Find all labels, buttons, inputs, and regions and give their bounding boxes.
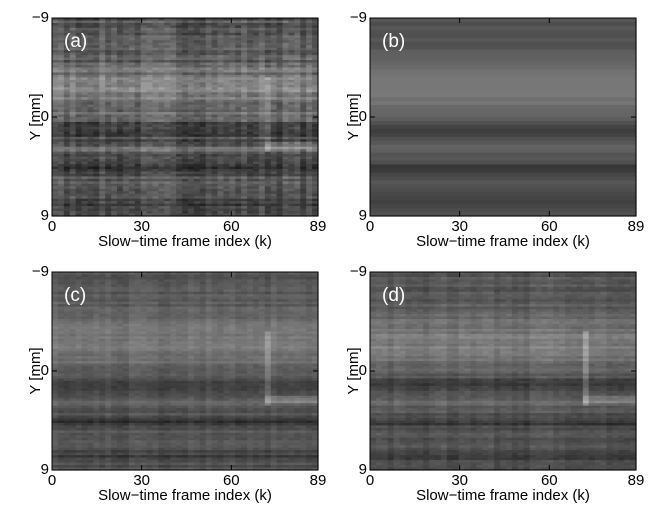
image-texture (370, 66, 637, 71)
image-texture (370, 30, 637, 35)
image-texture (370, 105, 637, 110)
image-texture (370, 54, 637, 59)
image-texture (370, 196, 637, 201)
image-texture (370, 50, 637, 55)
image-texture (370, 184, 637, 189)
image-texture (370, 200, 637, 205)
image-texture (370, 73, 637, 78)
image-texture (370, 101, 637, 106)
image-texture (370, 26, 637, 31)
image-texture (370, 141, 637, 146)
image-texture (370, 22, 637, 27)
image-texture (370, 97, 637, 102)
image-texture (370, 113, 637, 118)
image-texture (370, 145, 637, 150)
panel-label: (b) (382, 31, 405, 52)
y-tick-label: −9 (32, 9, 49, 26)
image-panel: 0306089−909Slow−time frame index (k)Y [m… (345, 9, 644, 250)
y-axis-label: Y [mm] (27, 93, 44, 140)
image-texture (370, 165, 637, 170)
image-texture (370, 129, 637, 134)
image-texture (370, 58, 637, 63)
panel-label: (a) (64, 31, 87, 52)
image-texture (370, 208, 637, 213)
image-texture (370, 172, 637, 177)
x-axis-label: Slow−time frame index (k) (416, 233, 590, 250)
image-texture (370, 192, 637, 197)
image-texture (370, 149, 637, 154)
image-texture (370, 81, 637, 86)
image-texture (370, 93, 637, 98)
y-tick-label: −9 (350, 9, 367, 26)
x-tick-label: 0 (366, 218, 374, 235)
x-tick-label: 89 (310, 218, 327, 235)
image-texture (370, 69, 637, 74)
x-axis-label: Slow−time frame index (k) (98, 233, 272, 250)
image-texture (370, 125, 637, 130)
image-texture (370, 153, 637, 158)
image-texture (370, 157, 637, 162)
image-texture (370, 109, 637, 114)
image-texture (370, 168, 637, 173)
image-texture (370, 38, 637, 43)
image-texture (370, 137, 637, 142)
image-texture (370, 42, 637, 47)
x-tick-label: 0 (48, 218, 56, 235)
image-texture (370, 46, 637, 51)
y-tick-label: 9 (41, 207, 49, 224)
image-texture (370, 85, 637, 90)
image-texture (370, 18, 637, 23)
x-tick-label: 89 (628, 218, 645, 235)
image-texture (370, 34, 637, 39)
image-texture (370, 121, 637, 126)
image-texture (370, 89, 637, 94)
y-axis-label: Y [mm] (345, 93, 362, 140)
image-texture (370, 204, 637, 209)
image-panel: 0306089−909Slow−time frame index (k)Y [m… (27, 263, 326, 504)
image-texture (370, 117, 637, 122)
image-texture (370, 180, 637, 185)
image-texture (370, 133, 637, 138)
image-texture (370, 62, 637, 67)
image-texture (370, 161, 637, 166)
image-texture (370, 188, 637, 193)
image-texture (370, 176, 637, 181)
y-tick-label: 9 (359, 207, 367, 224)
image-texture (370, 77, 637, 82)
image-panel: 0306089−909Slow−time frame index (k)Y [m… (27, 9, 326, 250)
